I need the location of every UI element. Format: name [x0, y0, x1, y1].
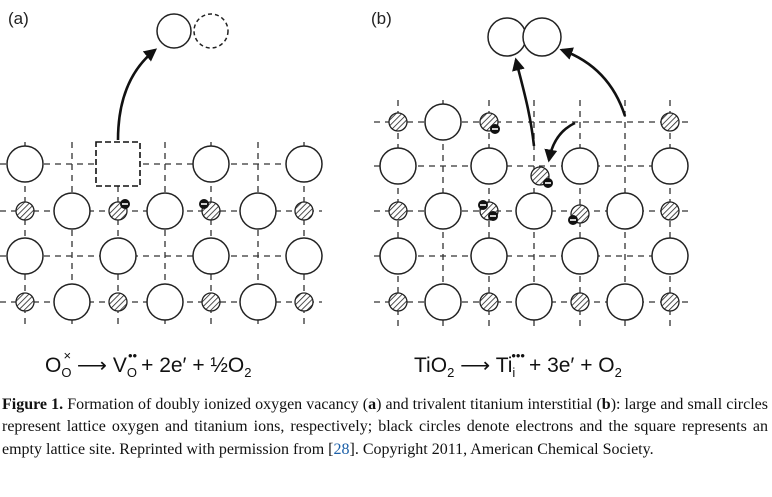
oxygen-ion — [53, 283, 91, 321]
electron — [543, 178, 553, 188]
oxygen-ion — [651, 147, 689, 185]
figure-caption: Figure 1. Formation of doubly ionized ox… — [2, 394, 768, 461]
citation-link[interactable]: 28 — [333, 440, 350, 458]
oxygen-ion — [6, 145, 44, 183]
caption-text: ) and trivalent titanium interstitial ( — [376, 396, 602, 413]
titanium-ion — [660, 201, 680, 221]
electron — [120, 199, 130, 209]
oxygen-ion — [6, 237, 44, 275]
oxygen-ion — [561, 237, 599, 275]
electron — [568, 215, 578, 225]
oxygen-ion — [192, 145, 230, 183]
titanium-ion — [479, 292, 499, 312]
panel-b-lattice — [374, 17, 690, 327]
electron — [490, 124, 500, 134]
oxygen-ion — [424, 103, 462, 141]
oxygen-ion — [561, 147, 599, 185]
oxygen-ion — [53, 192, 91, 230]
oxygen-ion — [239, 283, 277, 321]
oxygen-ion — [515, 192, 553, 230]
oxygen-atom-icon — [487, 17, 527, 57]
titanium-ion — [294, 201, 314, 221]
oxygen-ion — [606, 283, 644, 321]
caption-text: ): large and small circles represent lat… — [2, 396, 768, 458]
oxygen-ion — [606, 192, 644, 230]
oxygen-ion — [379, 237, 417, 275]
panel-a-lattice — [0, 13, 323, 327]
oxygen-release-arrow — [559, 47, 627, 117]
caption-panel-a-ref: a — [368, 396, 377, 413]
caption-panel-b-ref: b — [601, 396, 611, 413]
titanium-ion — [201, 292, 221, 312]
oxygen-ion — [470, 237, 508, 275]
panel-a-label: (a) — [8, 9, 29, 28]
oxygen-ion — [285, 237, 323, 275]
oxygen-ion — [379, 147, 417, 185]
vacancy-oxygen-atom-icon — [193, 13, 229, 49]
oxygen-atom-icon — [522, 17, 562, 57]
interstitial-move-arrow — [544, 121, 576, 163]
oxygen-ion — [239, 192, 277, 230]
equation-b: TiO2 ⟶ Tii••• + 3e′ + O2 — [414, 348, 622, 380]
caption-label: Figure 1. — [2, 396, 64, 413]
oxygen-ion — [651, 237, 689, 275]
electron — [478, 200, 488, 210]
figure-diagram: (a) (b) — [0, 9, 690, 380]
electron — [488, 211, 498, 221]
oxygen-ion — [470, 147, 508, 185]
oxygen-ion — [285, 145, 323, 183]
oxygen-ion — [146, 192, 184, 230]
oxygen-ion — [424, 283, 462, 321]
oxygen-atom-icon — [156, 13, 192, 49]
titanium-ion — [660, 292, 680, 312]
oxygen-ion — [146, 283, 184, 321]
oxygen-ion — [515, 283, 553, 321]
oxygen-release-arrow — [116, 48, 158, 141]
titanium-ion — [388, 292, 408, 312]
titanium-ion — [294, 292, 314, 312]
caption-text: ]. Copyright 2011, American Chemical Soc… — [349, 440, 654, 458]
empty-lattice-site — [95, 141, 141, 187]
oxygen-release-arrow — [512, 57, 536, 147]
titanium-ion — [108, 292, 128, 312]
oxygen-ion — [99, 237, 137, 275]
titanium-ion — [388, 201, 408, 221]
titanium-ion — [15, 292, 35, 312]
panel-b-label: (b) — [371, 9, 392, 28]
titanium-ion — [570, 292, 590, 312]
oxygen-ion — [192, 237, 230, 275]
titanium-ion — [660, 112, 680, 132]
oxygen-ion — [424, 192, 462, 230]
electron — [199, 199, 209, 209]
equation-a: OO× ⟶ VO•• + 2e′ + ½O2 — [45, 348, 252, 380]
titanium-ion — [15, 201, 35, 221]
caption-text: Formation of doubly ionized oxygen vacan… — [63, 396, 369, 413]
titanium-ion — [388, 112, 408, 132]
